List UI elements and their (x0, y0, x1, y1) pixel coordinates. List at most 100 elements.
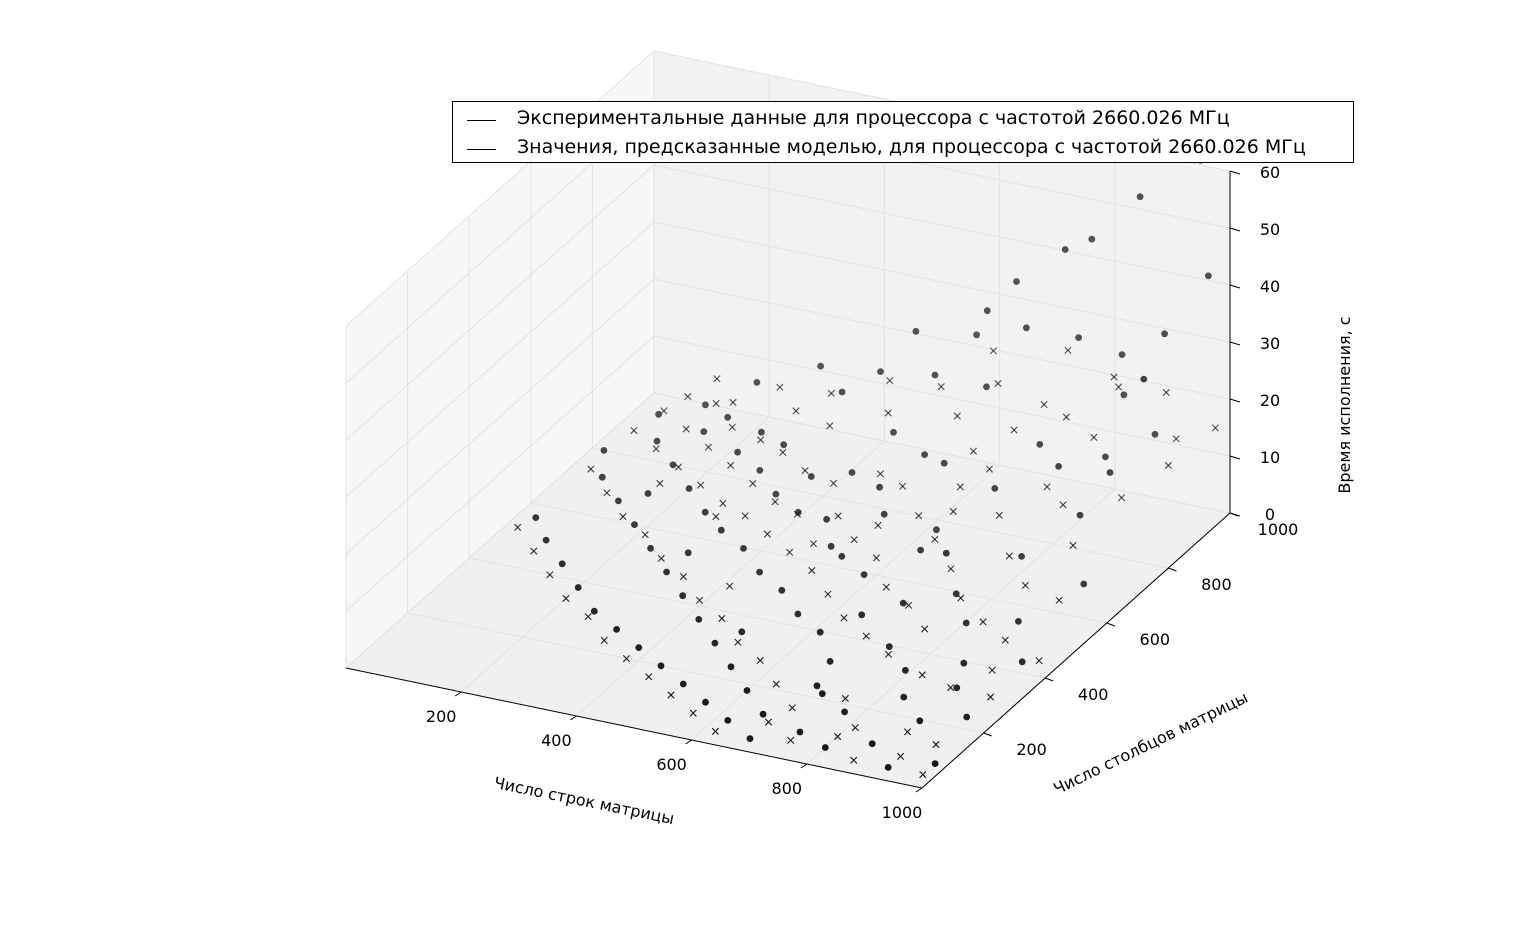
experimental-point (960, 659, 968, 667)
model-point (899, 482, 907, 490)
grid-line (530, 502, 1107, 624)
experimental-point (780, 441, 788, 449)
model-point (949, 507, 957, 516)
experimental-point (931, 760, 939, 767)
model-point (834, 512, 842, 520)
model-point (713, 375, 721, 383)
experimental-point (940, 459, 948, 467)
model-point (953, 412, 961, 420)
model-point (1090, 433, 1098, 441)
model-point (850, 536, 858, 544)
model-point (903, 728, 912, 736)
experimental-point (1151, 430, 1159, 438)
experimental-point (657, 662, 665, 670)
x-tick-label: 600 (656, 755, 687, 774)
experimental-point (991, 485, 999, 492)
experimental-point (778, 586, 786, 594)
legend-label-experimental: Экспериментальные данные для процессора … (517, 107, 1230, 129)
experimental-point (1015, 618, 1022, 625)
model-point (779, 448, 787, 456)
model-point (1164, 461, 1172, 469)
model-point (884, 650, 893, 658)
experimental-point (807, 473, 815, 480)
experimental-point (685, 485, 693, 492)
experimental-point (953, 684, 961, 692)
model-point (1211, 424, 1219, 432)
model-point (904, 601, 913, 609)
experimental-point (885, 643, 893, 650)
axes-panes (346, 51, 1230, 788)
x-axis-label: Число строк матрицы (492, 773, 675, 828)
experimental-point (679, 680, 687, 688)
model-point (886, 376, 894, 385)
experimental-point (702, 698, 709, 706)
y-tick (1168, 567, 1177, 572)
model-point (600, 636, 608, 644)
model-point (829, 479, 838, 487)
model-point (919, 771, 927, 779)
model-point (619, 512, 627, 521)
model-point (772, 680, 780, 688)
experimental-point (858, 611, 866, 619)
experimental-point (942, 549, 950, 557)
z-tick (1229, 398, 1241, 403)
model-point (749, 480, 757, 488)
model-point (1005, 552, 1013, 560)
experimental-point (743, 687, 751, 694)
model-point (786, 548, 794, 556)
model-point (947, 565, 955, 573)
experimental-point (1018, 658, 1026, 666)
model-point (931, 535, 939, 543)
experimental-point (1076, 511, 1084, 519)
model-point (918, 671, 926, 679)
x-tick (915, 787, 923, 793)
experimental-point (1205, 272, 1212, 280)
z-tick-label: 60 (1260, 163, 1280, 182)
z-tick-label: 0 (1265, 505, 1275, 524)
y-axis-label: Число столбцов матрицы (1050, 688, 1250, 799)
model-point (793, 510, 801, 518)
model-point (776, 383, 784, 391)
experimental-point (884, 764, 892, 771)
model-point (979, 618, 987, 626)
model-point (995, 511, 1003, 519)
model-point (728, 423, 736, 431)
grid-line (345, 50, 655, 327)
experimental-point (973, 331, 980, 339)
model-point (679, 573, 688, 581)
experimental-point (663, 568, 670, 576)
model-point (660, 407, 668, 415)
model-point (719, 499, 727, 507)
experimental-point (1136, 193, 1144, 201)
model-point (712, 399, 720, 408)
model-point (937, 383, 945, 391)
y-tick-label: 400 (1078, 685, 1109, 704)
experimental-point (1013, 278, 1020, 285)
experimental-point (933, 526, 940, 534)
model-point (947, 684, 955, 692)
experimental-point (1120, 391, 1128, 399)
legend-entry-model: Значения, предсказанные моделью, для про… (453, 134, 1353, 162)
model-point (641, 531, 649, 539)
experimental-point (635, 644, 643, 651)
experimental-point (983, 307, 991, 315)
legend-entry-experimental: Экспериментальные данные для процессора … (453, 105, 1353, 133)
model-point (684, 392, 692, 401)
experimental-point (1080, 580, 1088, 588)
model-point (729, 398, 737, 406)
y-axis-line (921, 512, 1231, 789)
model-point (656, 479, 664, 488)
x-tick (570, 715, 577, 721)
model-point (674, 463, 682, 471)
grid-line (407, 612, 984, 734)
x-tick-label: 200 (426, 707, 457, 726)
grid-line (653, 335, 1231, 457)
experimental-point (734, 448, 741, 456)
model-point (1064, 346, 1072, 354)
model-point (1059, 501, 1067, 509)
experimental-point (1088, 235, 1096, 243)
x-axis-line (345, 667, 923, 789)
model-point (872, 554, 880, 562)
experimental-point (899, 599, 907, 607)
